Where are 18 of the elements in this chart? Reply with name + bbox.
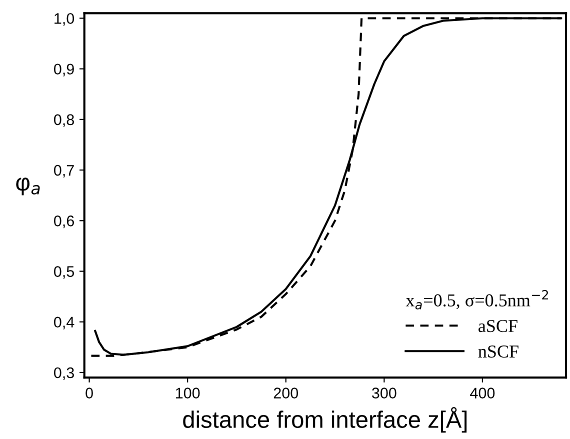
legend-title: x$_{a}$=0.5, σ=0.5nm$^{−2}$ — [406, 290, 548, 310]
legend-label: nSCF — [478, 345, 518, 358]
y-tick-label: 0,3 — [54, 367, 74, 380]
x-axis-title: distance from interface z[Å] — [183, 407, 467, 433]
y-tick-label: 0,4 — [54, 316, 74, 330]
x-tick-label: 300 — [372, 388, 396, 398]
x-tick-label: 400 — [470, 388, 495, 398]
x-tick-label: 0 — [86, 388, 93, 398]
x-tick-label: 200 — [274, 388, 298, 398]
y-tick-label: 0,8 — [54, 114, 74, 127]
x-tick-label: 100 — [176, 388, 200, 398]
y-tick-label: 1,0 — [54, 13, 74, 26]
legend-label: aSCF — [478, 320, 518, 332]
y-tick-label: 0,6 — [54, 216, 74, 228]
y-tick-label: 0,9 — [54, 64, 74, 76]
y-axis-title: φ$_{a}$ — [16, 178, 40, 196]
y-tick-label: 0,7 — [54, 164, 74, 178]
y-tick-label: 0,5 — [54, 266, 74, 279]
